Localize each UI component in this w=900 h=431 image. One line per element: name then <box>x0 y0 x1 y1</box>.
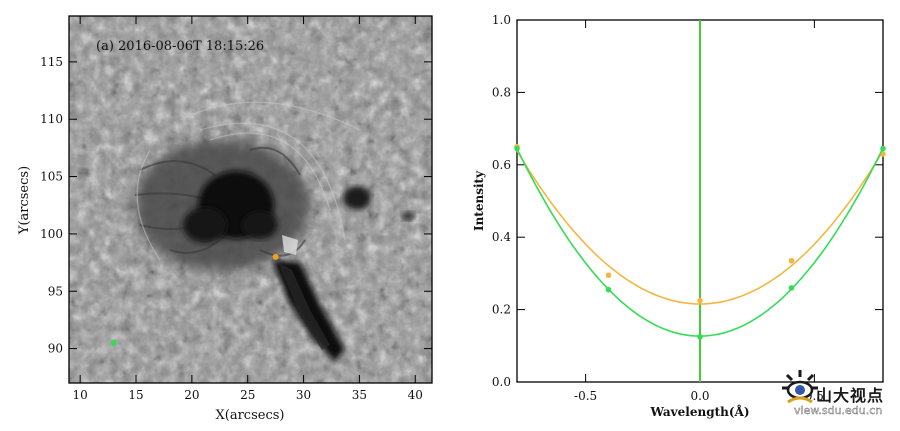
y-tick-label: 90 <box>48 342 63 356</box>
image-marker <box>272 253 279 260</box>
image-frame <box>68 15 433 384</box>
left-axes: 10 15 20 25 30 35 40 90 95 100 105 110 115 <box>40 16 432 402</box>
watermark: 山大视点 view.sdu.edu.cn <box>778 362 898 424</box>
watermark-text: 山大视点 <box>816 386 885 405</box>
x-tick-label: -0.5 <box>574 389 597 403</box>
y-tick-label: 105 <box>40 170 63 184</box>
panel-label: (a) 2016-08-06T 18:15:26 <box>96 39 264 54</box>
image-marker <box>110 339 117 346</box>
profile-point <box>697 333 703 340</box>
right-axes: -0.5 0.0 0.50.00.20.40.60.81.0 <box>492 13 883 403</box>
profile-point <box>788 285 795 291</box>
x-tick-label: 15 <box>128 388 143 402</box>
watermark-url: view.sdu.edu.cn <box>794 404 883 417</box>
sunspot-image-panel: 10 15 20 25 30 35 40 90 95 100 105 110 115 (a) 2016-… <box>0 0 450 427</box>
x-tick-label: 40 <box>408 388 423 402</box>
sdu-logo-icon <box>782 370 818 404</box>
y-tick-label: 110 <box>40 112 63 126</box>
x-tick-label: 30 <box>296 388 311 402</box>
profile-point <box>605 272 612 279</box>
y-tick-label: 0.6 <box>492 158 511 172</box>
x-axis-label: Wavelength(Å) <box>649 404 749 419</box>
image-markers <box>110 253 279 346</box>
profile-point <box>605 286 612 293</box>
profile-point <box>514 145 520 152</box>
profile-point <box>880 145 886 152</box>
y-tick-label: 115 <box>40 55 63 69</box>
x-tick-label: 25 <box>240 388 255 402</box>
y-tick-label: 1.0 <box>492 13 511 27</box>
profile-plot-panel: -0.5 0.0 0.5 0.0 0.2 0.4 0.6 0.8 1.0 Wavelength(… <box>450 0 900 427</box>
profile-point <box>788 257 795 264</box>
x-axis-label: X(arcsecs) <box>216 408 285 423</box>
y-tick-label: 95 <box>48 284 63 298</box>
y-tick-label: 0.0 <box>492 375 511 389</box>
profile-point <box>697 297 703 304</box>
x-tick-label: 20 <box>184 388 199 402</box>
sunspot-image-svg: 10 15 20 25 30 35 40 90 95 100 105 110 115 (a) 2016-… <box>17 15 433 423</box>
y-tick-label: 0.4 <box>492 230 511 244</box>
y-tick-label: 0.8 <box>492 85 511 99</box>
y-axis-label: Intensity <box>472 170 486 231</box>
x-tick-label: 10 <box>73 388 88 402</box>
y-tick-label: 100 <box>40 227 63 241</box>
solar-image <box>69 16 432 383</box>
x-tick-label: 35 <box>352 388 367 402</box>
profile-series <box>514 143 886 340</box>
x-tick-label: 0.0 <box>690 389 709 403</box>
y-tick-label: 0.2 <box>492 303 511 317</box>
profile-plot-svg: -0.5 0.0 0.50.00.20.40.60.81.0 Wavelength(… <box>472 13 886 419</box>
profile-curve <box>516 150 884 305</box>
y-axis-label: Y(arcsecs) <box>17 166 32 235</box>
